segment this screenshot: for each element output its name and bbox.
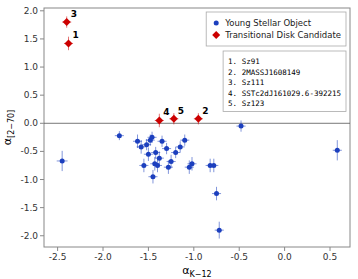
point	[217, 228, 222, 233]
series-1	[62, 16, 203, 127]
point	[170, 115, 178, 123]
y-tick-label: 2.0	[24, 6, 39, 16]
y-tick-label: 0.0	[24, 118, 39, 128]
legend-box	[206, 12, 346, 46]
x-tick-label: -2.5	[49, 252, 67, 262]
point	[178, 144, 183, 149]
annotation: 1. Sz91 2. 2MASSJ16081493. Sz111 4. SSTc2d…	[223, 51, 346, 112]
legend-label: Young Stellar Object	[224, 18, 312, 28]
annotation-box	[223, 51, 346, 112]
point-label: 4	[163, 107, 169, 117]
point	[146, 152, 151, 157]
y-tick-label: -1.5	[20, 203, 38, 213]
y-tick	[40, 10, 44, 11]
point	[65, 39, 73, 47]
x-tick	[103, 247, 104, 251]
y-tick	[40, 151, 44, 152]
point	[335, 148, 340, 153]
point-label: 5	[178, 106, 184, 116]
point	[190, 161, 195, 166]
point	[194, 115, 202, 123]
y-tick	[40, 123, 44, 124]
point	[169, 159, 174, 164]
point	[144, 142, 149, 147]
point	[150, 135, 155, 140]
y-tick-label: 1.0	[24, 62, 39, 72]
plot-frame	[44, 8, 350, 247]
x-tick-label: 0.0	[277, 252, 292, 262]
point-label: 2	[202, 106, 208, 116]
point	[214, 191, 219, 196]
annotation-line: 2. 2MASSJ1608149	[228, 68, 300, 77]
point	[155, 116, 163, 124]
point	[173, 150, 178, 155]
point	[239, 124, 244, 129]
x-tick	[284, 247, 285, 251]
point	[135, 139, 140, 144]
y-tick	[40, 207, 44, 208]
legend-label: Transitional Disk Candidate	[224, 30, 341, 40]
y-tick	[40, 67, 44, 68]
y-tick	[40, 38, 44, 39]
y-tick-label: -0.5	[20, 146, 38, 156]
point-label: 1	[73, 30, 79, 40]
point	[157, 156, 162, 161]
x-tick	[239, 247, 240, 251]
annotation-line: 4. SSTc2dJ161029.6-392215	[228, 89, 341, 98]
point	[150, 174, 155, 179]
x-tick	[193, 247, 194, 251]
point	[153, 150, 158, 155]
legend-marker	[212, 31, 220, 39]
x-tick-label: -0.5	[230, 252, 248, 262]
y-tick-label: -2.0	[20, 231, 38, 241]
plot-area	[44, 16, 350, 238]
annotation-line: 3. Sz111	[228, 78, 264, 87]
annotation-line: 1. Sz91	[228, 57, 260, 66]
point	[164, 146, 169, 151]
x-tick-label: -1.0	[185, 252, 203, 262]
point	[60, 158, 65, 163]
point-label: 3	[71, 9, 77, 19]
y-tick	[40, 235, 44, 236]
point	[166, 165, 171, 170]
point	[182, 138, 187, 143]
point-labels: 1 2 3 45	[71, 9, 209, 117]
x-tick-label: 0.5	[323, 252, 337, 262]
point	[141, 163, 146, 168]
reference-line	[44, 123, 350, 124]
y-tick	[40, 95, 44, 96]
series-0	[57, 120, 342, 238]
point	[117, 133, 122, 138]
x-tick-label: -2.0	[94, 252, 112, 262]
point	[63, 18, 71, 26]
y-tick-label: 0.5	[24, 90, 38, 100]
y-axis-label: α[2−70]	[1, 110, 16, 145]
y-tick-label: -1.0	[20, 175, 38, 185]
x-axis-label: αK−12	[182, 264, 211, 279]
annotation-line: 5. Sz123	[228, 99, 264, 108]
legend-marker	[214, 21, 219, 26]
chart: -2.5 -2.0 -1.5 -1.0 -0.5 0.0 0.5 -2.0 -1.5 -1.0 -0…	[0, 0, 358, 279]
point	[160, 139, 165, 144]
x-tick	[330, 247, 331, 251]
legend: Young Stellar Object Transitional Disk Ca…	[206, 12, 346, 46]
x-tick	[148, 247, 149, 251]
x-tick-label: -1.5	[140, 252, 158, 262]
y-tick	[40, 179, 44, 180]
point	[211, 163, 216, 168]
x-tick	[57, 247, 58, 251]
y-tick-label: 1.5	[24, 34, 38, 44]
